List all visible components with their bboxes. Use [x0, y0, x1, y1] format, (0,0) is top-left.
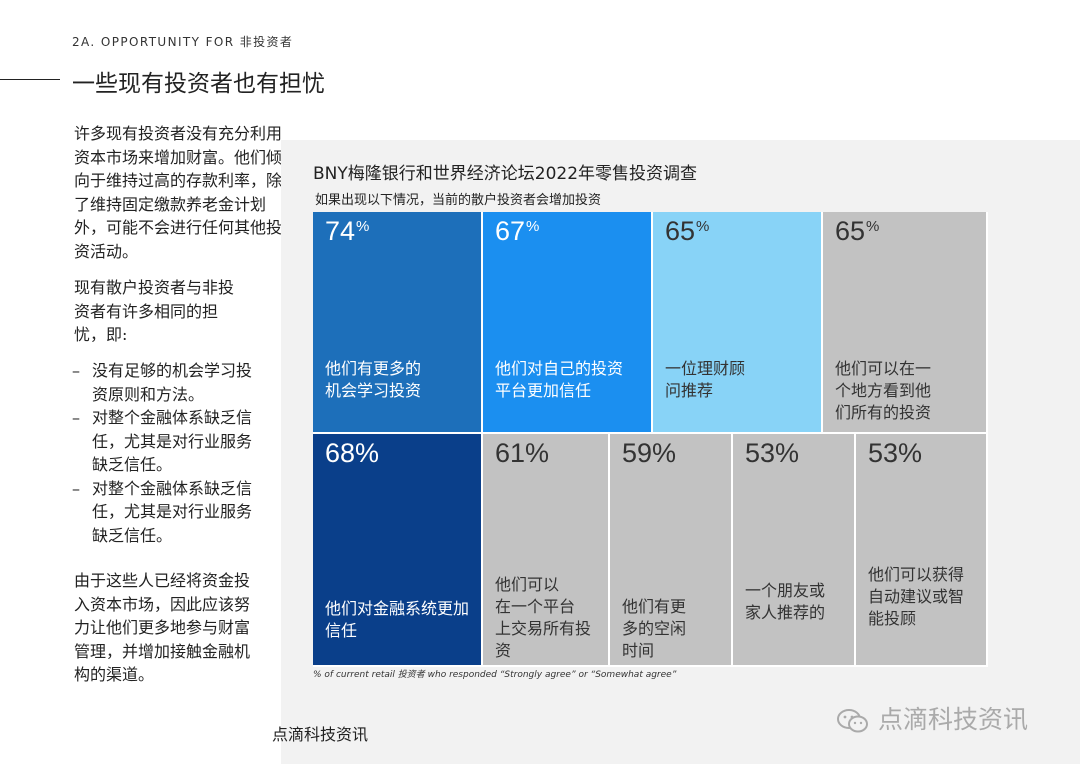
concerns-paragraph: 现有散户投资者与非投资者有许多相同的担忧，即:: [74, 278, 235, 344]
tile-value: 68%: [325, 438, 380, 468]
treemap-tile: 53% 一个朋友或 家人推荐的: [733, 434, 856, 667]
treemap-tile: 65% 他们可以在一 个地方看到他 们所有的投资: [823, 212, 988, 434]
tile-value: 67%: [495, 216, 540, 246]
tile-label: 一个朋友或 家人推荐的: [745, 581, 826, 622]
concern-item: 对整个金融体系缺乏信任，尤其是对行业服务缺乏信任。: [72, 406, 252, 477]
tile-label: 一位理财顾 问推荐: [665, 359, 746, 400]
chart-title: BNY梅隆银行和世界经济论坛2022年零售投资调查: [313, 164, 698, 184]
treemap-tile: 61% 他们可以 在一个平台 上交易所有投资: [483, 434, 610, 667]
tile-value: 65%: [835, 216, 880, 246]
concerns-list: 没有足够的机会学习投资原则和方法。 对整个金融体系缺乏信任，尤其是对行业服务缺乏…: [72, 359, 252, 547]
title-rule: [0, 79, 60, 80]
chart-footnote: % of current retail 投资者 who responded “S…: [313, 670, 677, 680]
tile-label: 他们对自己的投资 平台更加信任: [495, 359, 624, 400]
watermark: 点滴科技资讯: [836, 700, 1028, 740]
tile-value: 65%: [665, 216, 710, 246]
concern-item: 对整个金融体系缺乏信任，尤其是对行业服务缺乏信任。: [72, 477, 252, 548]
page-title: 一些现有投资者也有担忧: [72, 71, 325, 97]
tile-value: 59%: [622, 438, 677, 468]
tile-label: 他们有更多的 机会学习投资: [325, 359, 422, 400]
tile-label: 他们有更 多的空闲 时间: [622, 597, 687, 660]
treemap-tile: 74% 他们有更多的 机会学习投资: [313, 212, 483, 434]
treemap-chart: 74% 他们有更多的 机会学习投资 67% 他们对自己的投资 平台更加信任 65% 一位理财顾…: [313, 212, 988, 667]
closing-paragraph: 由于这些人已经将资金投入资本市场，因此应该努力让他们更多地参与财富管理，并增加接…: [74, 571, 251, 684]
treemap-tile: 67% 他们对自己的投资 平台更加信任: [483, 212, 653, 434]
intro-paragraph: 许多现有投资者没有充分利用资本市场来增加财富。他们倾向于维持过高的存款利率，除了…: [74, 124, 283, 261]
treemap-tile: 65% 一位理财顾 问推荐: [653, 212, 823, 434]
wechat-icon: [836, 708, 870, 740]
chart-subtitle: 如果出现以下情况，当前的散户投资者会增加投资: [315, 193, 602, 208]
tile-value: 53%: [868, 438, 923, 468]
tile-value: 53%: [745, 438, 800, 468]
tile-label: 他们对金融系统更加 信任: [325, 599, 470, 640]
tile-label: 他们可以 在一个平台 上交易所有投资: [495, 575, 592, 660]
treemap-tile: 68% 他们对金融系统更加 信任: [313, 434, 483, 667]
concern-item: 没有足够的机会学习投资原则和方法。: [72, 359, 252, 406]
tile-label: 他们可以获得 自动建议或智 能投顾: [868, 565, 965, 628]
treemap-tile: 53% 他们可以获得 自动建议或智 能投顾: [856, 434, 988, 667]
tile-value: 74%: [325, 216, 370, 246]
watermark-text: 点滴科技资讯: [878, 705, 1029, 734]
image-caption: 点滴科技资讯: [272, 725, 369, 744]
tile-value: 61%: [495, 438, 550, 468]
treemap-tile: 59% 他们有更 多的空闲 时间: [610, 434, 733, 667]
section-eyebrow: 2A. OPPORTUNITY FOR 非投资者: [72, 35, 294, 49]
tile-label: 他们可以在一 个地方看到他 们所有的投资: [835, 359, 932, 422]
